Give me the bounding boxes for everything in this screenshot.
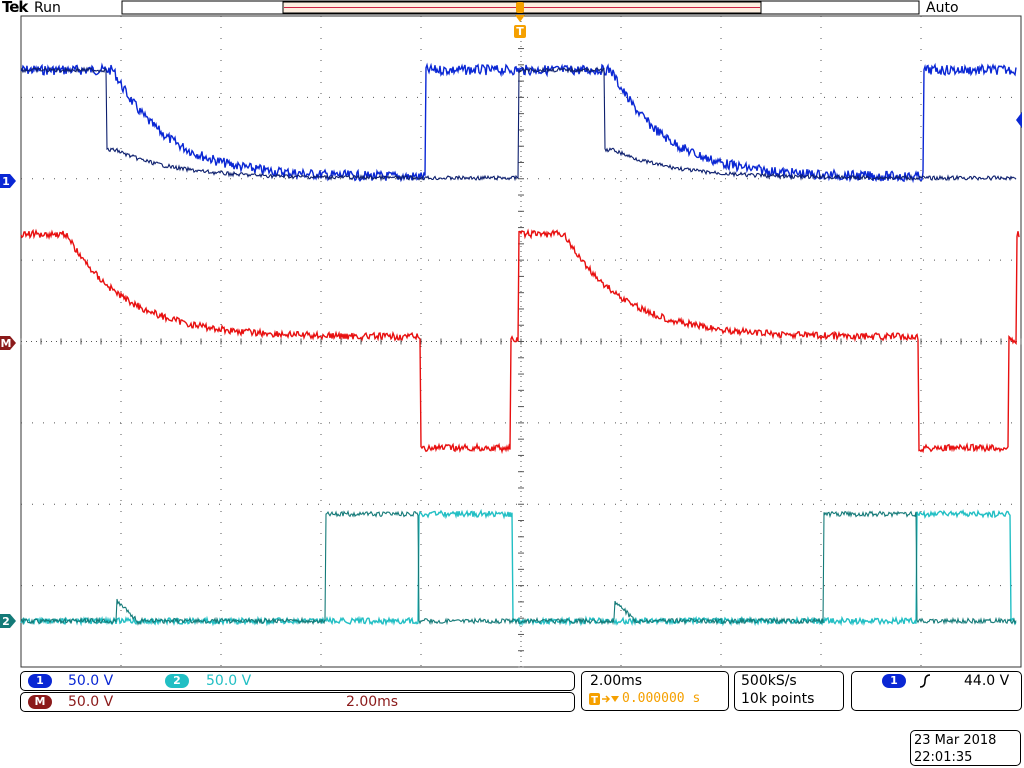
math-scale: 50.0 V: [68, 694, 114, 710]
sample-rate: 500kS/s: [741, 673, 797, 689]
waveform-traces: [20, 62, 1020, 627]
ch1-ground-marker[interactable]: 1: [0, 174, 16, 188]
datetime-box: [910, 730, 1021, 766]
record-length: 10k points: [741, 691, 815, 707]
rising-edge-icon: [919, 674, 931, 688]
math-badge: M: [28, 695, 52, 709]
trigger-position-icon: T: [589, 693, 619, 706]
math-timebase: 2.00ms: [346, 694, 399, 710]
trigger-level-marker[interactable]: [1016, 112, 1022, 128]
brand-logo: Tek: [2, 0, 28, 16]
time: 22:01:35: [914, 750, 973, 765]
svg-text:M: M: [1, 337, 12, 350]
ch2-ground-marker[interactable]: 2: [0, 614, 16, 628]
ch2-trace: [20, 508, 1017, 627]
channel-readout-box[interactable]: [20, 671, 575, 691]
graticule: [20, 15, 1022, 668]
timebase: 2.00ms: [590, 673, 643, 689]
svg-text:2: 2: [2, 615, 10, 628]
svg-text:T: T: [516, 25, 524, 38]
svg-text:T: T: [591, 695, 598, 706]
marker-layer: 1 M 2 T: [0, 0, 1022, 628]
ch2-secondary-trace: [20, 509, 1017, 626]
math-readout-box[interactable]: [20, 692, 575, 712]
math-ground-marker[interactable]: M: [0, 336, 16, 350]
ch1-scale: 50.0 V: [68, 673, 114, 689]
ch2-badge: 2: [165, 674, 189, 688]
date: 23 Mar 2018: [914, 733, 997, 748]
acquisition-state: Run: [34, 0, 61, 16]
ch2-scale: 50.0 V: [206, 673, 252, 689]
timebase-box[interactable]: [581, 671, 729, 711]
ch1-badge: 1: [28, 674, 52, 688]
trigger-position-marker[interactable]: T: [514, 2, 526, 38]
ch1-secondary-trace: [20, 65, 1017, 182]
trigger-source-badge: 1: [882, 674, 906, 688]
trigger-level: 44.0 V: [964, 673, 1010, 689]
trigger-box[interactable]: [851, 671, 1022, 711]
acquisition-box[interactable]: [734, 671, 844, 711]
trigger-mode: Auto: [926, 0, 959, 16]
svg-text:1: 1: [2, 175, 10, 188]
math-trace: [20, 228, 1020, 455]
trigger-position: 0.000000 s: [622, 691, 701, 706]
